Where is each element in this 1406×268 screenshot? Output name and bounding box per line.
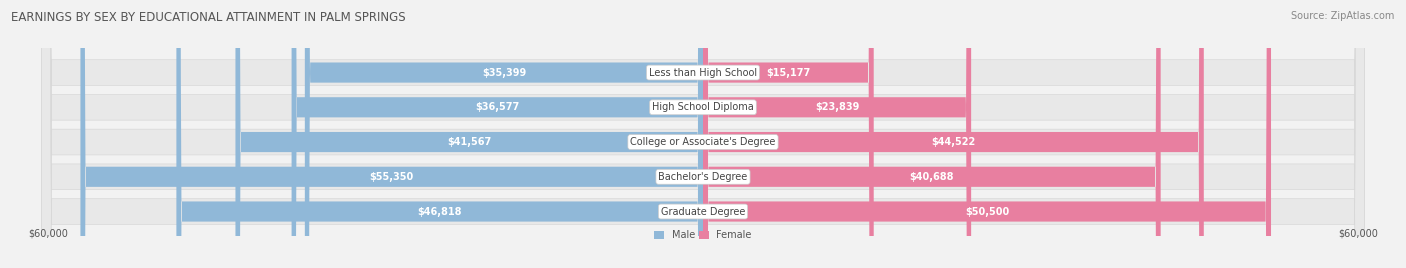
- Text: $41,567: $41,567: [447, 137, 491, 147]
- Text: Source: ZipAtlas.com: Source: ZipAtlas.com: [1291, 11, 1395, 21]
- Text: $35,399: $35,399: [482, 68, 526, 77]
- FancyBboxPatch shape: [703, 0, 1271, 268]
- Text: $60,000: $60,000: [28, 228, 67, 238]
- FancyBboxPatch shape: [291, 0, 703, 268]
- FancyBboxPatch shape: [305, 0, 703, 268]
- Text: College or Associate's Degree: College or Associate's Degree: [630, 137, 776, 147]
- FancyBboxPatch shape: [42, 0, 1364, 268]
- FancyBboxPatch shape: [703, 0, 1161, 268]
- Text: $46,818: $46,818: [418, 207, 463, 217]
- Text: $60,000: $60,000: [1339, 228, 1378, 238]
- FancyBboxPatch shape: [42, 0, 1364, 268]
- Text: High School Diploma: High School Diploma: [652, 102, 754, 112]
- Text: $36,577: $36,577: [475, 102, 519, 112]
- FancyBboxPatch shape: [42, 0, 1364, 268]
- FancyBboxPatch shape: [235, 0, 703, 268]
- FancyBboxPatch shape: [176, 0, 703, 268]
- Text: $23,839: $23,839: [815, 102, 859, 112]
- Text: $44,522: $44,522: [931, 137, 976, 147]
- FancyBboxPatch shape: [42, 0, 1364, 268]
- Text: Less than High School: Less than High School: [650, 68, 756, 77]
- FancyBboxPatch shape: [703, 0, 873, 268]
- FancyBboxPatch shape: [42, 0, 1364, 268]
- Text: EARNINGS BY SEX BY EDUCATIONAL ATTAINMENT IN PALM SPRINGS: EARNINGS BY SEX BY EDUCATIONAL ATTAINMEN…: [11, 11, 406, 24]
- Text: Graduate Degree: Graduate Degree: [661, 207, 745, 217]
- Text: $15,177: $15,177: [766, 68, 810, 77]
- FancyBboxPatch shape: [80, 0, 703, 268]
- Legend: Male, Female: Male, Female: [654, 230, 752, 240]
- FancyBboxPatch shape: [703, 0, 1204, 268]
- FancyBboxPatch shape: [703, 0, 972, 268]
- Text: $40,688: $40,688: [910, 172, 955, 182]
- Text: $50,500: $50,500: [965, 207, 1010, 217]
- Text: Bachelor's Degree: Bachelor's Degree: [658, 172, 748, 182]
- Text: $55,350: $55,350: [370, 172, 413, 182]
